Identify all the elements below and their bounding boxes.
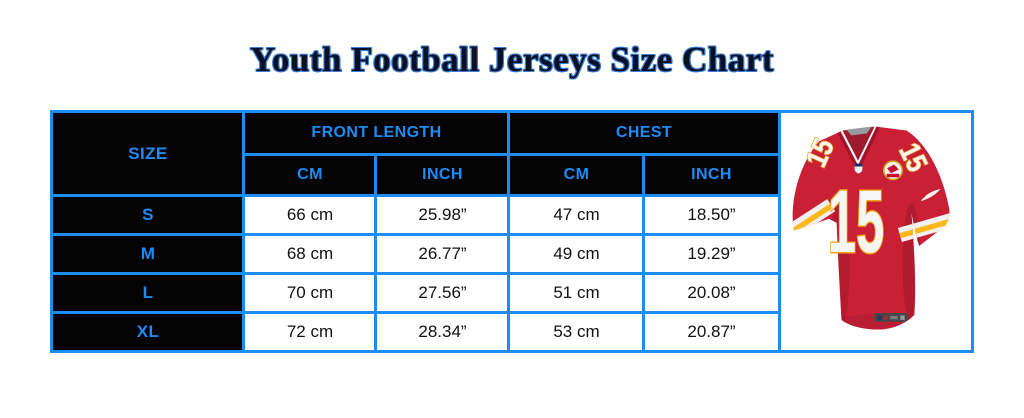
front-length-cm: 72 cm bbox=[242, 311, 378, 353]
size-label: M bbox=[50, 233, 246, 275]
chest-inch: 20.87” bbox=[642, 311, 781, 353]
table-row-l: L 70 cm 27.56” 51 cm 20.08” bbox=[50, 272, 972, 314]
size-label: L bbox=[50, 272, 246, 314]
front-length-inch: 25.98” bbox=[374, 194, 511, 236]
jock-tag bbox=[874, 313, 908, 322]
header-row-groups: SIZE FRONT LENGTH CHEST bbox=[50, 110, 974, 353]
size-chart-table: SIZE FRONT LENGTH CHEST bbox=[50, 110, 974, 353]
left-sleeve-stripes bbox=[792, 199, 836, 240]
chest-cm: 53 cm bbox=[507, 311, 646, 353]
table-row-m: M 68 cm 26.77” 49 cm 19.29” bbox=[50, 233, 972, 275]
front-length-cm: 66 cm bbox=[242, 194, 378, 236]
table-row-xl: XL 72 cm 28.34” 53 cm 20.87” bbox=[50, 311, 972, 353]
chest-cm: 47 cm bbox=[507, 194, 646, 236]
team-patch-icon bbox=[882, 160, 903, 181]
front-length-inch: 26.77” bbox=[374, 233, 511, 275]
header-row-units: CM INCH CM INCH bbox=[52, 153, 972, 197]
nike-swoosh-icon bbox=[921, 188, 941, 202]
table-row-s: S 66 cm 25.98” 47 cm 18.50” bbox=[50, 194, 972, 236]
chest-cm: 49 cm bbox=[507, 233, 646, 275]
jersey-number-front: 15 bbox=[828, 171, 884, 271]
subheader-front-cm: CM bbox=[242, 153, 378, 197]
chest-inch: 18.50” bbox=[642, 194, 781, 236]
front-length-cm: 70 cm bbox=[242, 272, 378, 314]
size-label: S bbox=[50, 194, 246, 236]
column-header-chest: CHEST bbox=[507, 110, 781, 156]
subheader-front-inch: INCH bbox=[374, 153, 511, 197]
size-label: XL bbox=[50, 311, 246, 353]
jersey-neck-tape bbox=[846, 126, 872, 136]
front-length-inch: 28.34” bbox=[374, 311, 511, 353]
chest-inch: 19.29” bbox=[642, 233, 781, 275]
jersey-product-image-cell: 15 15 15 bbox=[777, 110, 974, 353]
jersey-product-image: 15 15 15 bbox=[792, 126, 950, 330]
jersey-inner-collar bbox=[842, 126, 875, 161]
chest-cm: 51 cm bbox=[507, 272, 646, 314]
subheader-chest-cm: CM bbox=[507, 153, 646, 197]
column-header-size: SIZE bbox=[50, 110, 246, 197]
front-length-cm: 68 cm bbox=[242, 233, 378, 275]
front-length-inch: 27.56” bbox=[374, 272, 511, 314]
subheader-chest-inch: INCH bbox=[642, 153, 781, 197]
nfl-shield-icon bbox=[854, 163, 863, 174]
column-header-front-length: FRONT LENGTH bbox=[242, 110, 511, 156]
page-title: Youth Football Jerseys Size Chart bbox=[250, 40, 774, 79]
chest-inch: 20.08” bbox=[642, 272, 781, 314]
